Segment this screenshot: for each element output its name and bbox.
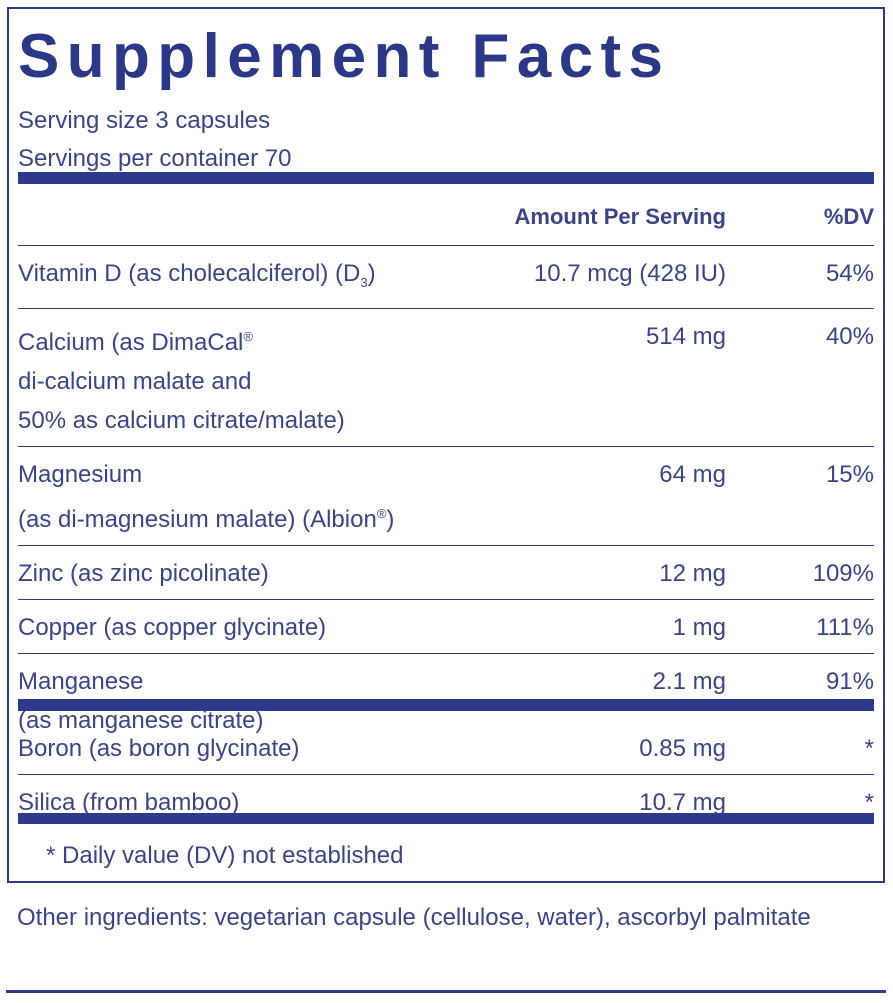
name-line: Manganese [18, 662, 874, 701]
name-text: Magnesium [18, 460, 143, 488]
nutrient-name: Magnesium (as di-magnesium malate) (Albio… [18, 455, 874, 539]
nutrient-name: Silica (from bamboo) [18, 783, 874, 822]
name-line: 50% as calcium citrate/malate) [18, 401, 874, 440]
servings-per-container: Servings per container 70 [18, 145, 292, 172]
amount: 10.7 mg [639, 789, 726, 816]
amount-header: Amount Per Serving [514, 204, 726, 229]
daily-value: * [864, 735, 874, 762]
name-line: Silica (from bamboo) [18, 783, 874, 822]
daily-value: 15% [825, 460, 874, 488]
title: Supplement Facts [18, 22, 671, 91]
nutrient-row: Copper (as copper glycinate) 1 mg 111% [18, 600, 874, 654]
nutrient-row: Vitamin D (as cholecalciferol) (D3) 10.7 … [18, 246, 874, 309]
amount: 514 mg [645, 322, 726, 350]
nutrient-row: Manganese (as manganese citrate) 2.1 mg 91% [18, 654, 874, 746]
name-line: Calcium (as DimaCal® [18, 317, 874, 362]
name-text: Boron (as boron glycinate) [18, 735, 300, 762]
amount: 10.7 mcg (428 IU) [533, 260, 726, 287]
daily-value: 109% [812, 559, 874, 587]
nutrient-row: Zinc (as zinc picolinate) 12 mg 109% [18, 546, 874, 600]
name-text: (as manganese citrate) [18, 706, 264, 734]
footnote: * Daily value (DV) not established [46, 842, 404, 869]
name-line: di-calcium malate and [18, 362, 874, 401]
nutrient-name: Boron (as boron glycinate) [18, 729, 874, 768]
label-box: Supplement Facts Serving size 3 capsules… [7, 7, 885, 883]
name-line: Copper (as copper glycinate) [18, 608, 874, 647]
thick-rule [18, 172, 874, 184]
dv-header: %DV [823, 204, 874, 229]
daily-value: 40% [825, 322, 874, 350]
daily-value: * [864, 789, 874, 816]
name-line: Magnesium [18, 455, 874, 494]
serving-size: Serving size 3 capsules [18, 107, 271, 134]
name-text: Vitamin D (as cholecalciferol) (D [18, 260, 361, 287]
nutrient-row: Boron (as boron glycinate) 0.85 mg * [18, 721, 874, 775]
name-line: Zinc (as zinc picolinate) [18, 554, 874, 593]
amount: 12 mg [659, 559, 726, 587]
daily-value: 91% [825, 667, 874, 695]
name-line: Boron (as boron glycinate) [18, 729, 874, 768]
nutrient-group: Vitamin D (as cholecalciferol) (D3) 10.7 … [18, 246, 874, 746]
column-header: Amount Per Serving %DV [18, 194, 874, 246]
name-line: Vitamin D (as cholecalciferol) (D3) [18, 254, 874, 302]
name-text: Calcium (as DimaCal [18, 328, 244, 356]
name-text: Zinc (as zinc picolinate) [18, 559, 269, 587]
nutrient-name: Copper (as copper glycinate) [18, 608, 874, 647]
nutrient-name: Calcium (as DimaCal® di-calcium malate an… [18, 317, 874, 440]
name-text: 50% as calcium citrate/malate) [18, 406, 345, 434]
name-text: Copper (as copper glycinate) [18, 613, 327, 641]
superscript: ® [243, 328, 253, 344]
nutrient-group: Boron (as boron glycinate) 0.85 mg * Silica… [18, 721, 874, 828]
nutrient-name: Vitamin D (as cholecalciferol) (D3) [18, 254, 874, 302]
name-text: ) [367, 260, 376, 287]
name-text: di-calcium malate and [18, 367, 252, 395]
name-text: ) [386, 505, 395, 533]
amount: 1 mg [672, 613, 726, 641]
bottom-rule [6, 990, 886, 1003]
amount: 0.85 mg [639, 735, 726, 762]
daily-value: 54% [825, 260, 874, 287]
amount: 2.1 mg [652, 667, 726, 695]
subscript: 3 [360, 274, 368, 290]
nutrient-row: Magnesium (as di-magnesium malate) (Albio… [18, 447, 874, 546]
thick-rule [18, 699, 874, 711]
nutrient-name: Manganese (as manganese citrate) [18, 662, 874, 740]
thick-rule [18, 813, 874, 824]
amount: 64 mg [659, 460, 726, 488]
daily-value: 111% [816, 613, 874, 641]
nutrient-row: Silica (from bamboo) 10.7 mg * [18, 775, 874, 828]
nutrient-name: Zinc (as zinc picolinate) [18, 554, 874, 593]
nutrient-row: Calcium (as DimaCal® di-calcium malate an… [18, 309, 874, 447]
other-ingredients: Other ingredients: vegetarian capsule (c… [17, 904, 811, 931]
superscript: ® [376, 505, 387, 521]
name-text: (as di-magnesium malate) (Albion [18, 505, 377, 533]
name-line: (as manganese citrate) [18, 701, 874, 740]
name-text: Silica (from bamboo) [18, 789, 240, 816]
name-text: Manganese [18, 667, 144, 695]
name-line: (as di-magnesium malate) (Albion®) [18, 494, 874, 539]
